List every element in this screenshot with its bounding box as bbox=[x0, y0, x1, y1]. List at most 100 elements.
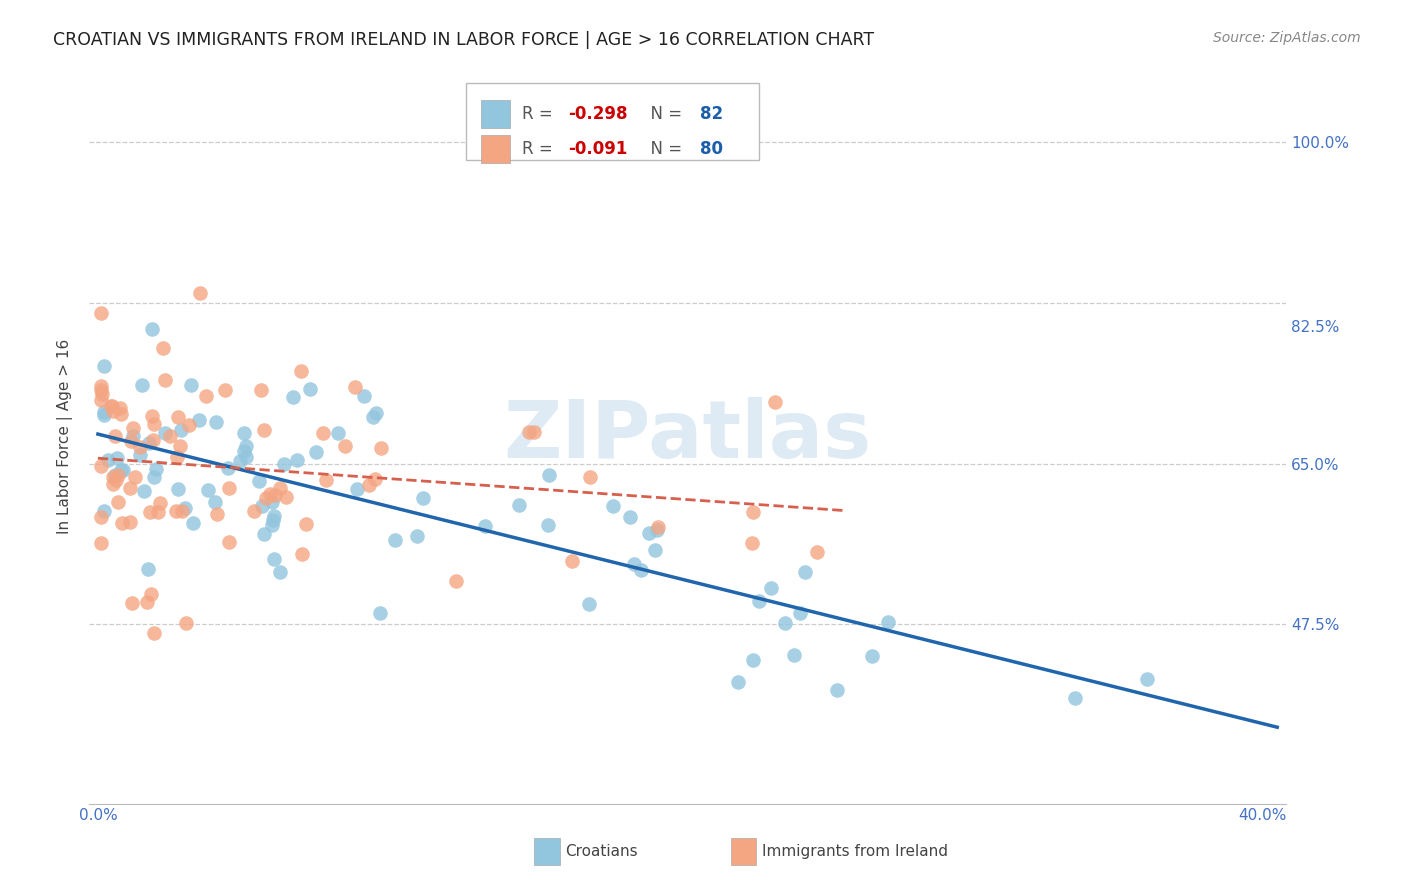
Point bbox=[281, 390, 304, 404]
Point bbox=[110, 463, 132, 477]
Point bbox=[118, 482, 141, 496]
Point bbox=[508, 498, 530, 512]
Point bbox=[105, 473, 128, 487]
Point bbox=[93, 409, 115, 423]
Text: R =: R = bbox=[523, 140, 558, 158]
Point bbox=[305, 445, 328, 459]
Point bbox=[218, 534, 240, 549]
Point bbox=[789, 606, 811, 620]
Point bbox=[645, 523, 668, 537]
Text: Croatians: Croatians bbox=[565, 845, 638, 859]
Point bbox=[121, 596, 143, 610]
Point bbox=[406, 528, 429, 542]
Point bbox=[138, 436, 160, 450]
Point bbox=[205, 415, 228, 429]
Point bbox=[153, 373, 176, 387]
Y-axis label: In Labor Force | Age > 16: In Labor Force | Age > 16 bbox=[58, 338, 73, 533]
Point bbox=[773, 615, 796, 630]
Point bbox=[262, 513, 284, 527]
Point bbox=[143, 470, 166, 484]
Point bbox=[783, 648, 806, 662]
Point bbox=[474, 519, 496, 533]
Point bbox=[97, 452, 120, 467]
Point bbox=[1063, 691, 1085, 706]
Point bbox=[644, 543, 666, 558]
Point bbox=[253, 423, 276, 437]
Bar bbox=[481, 100, 510, 128]
Point bbox=[623, 557, 645, 571]
Point bbox=[90, 535, 112, 549]
Text: 82: 82 bbox=[700, 105, 723, 123]
Point bbox=[647, 520, 669, 534]
Point bbox=[107, 468, 129, 483]
Point bbox=[181, 516, 204, 530]
Point bbox=[260, 495, 283, 509]
Point bbox=[90, 306, 112, 320]
Point bbox=[101, 399, 124, 413]
Point bbox=[128, 440, 150, 454]
Point bbox=[188, 285, 211, 300]
Point bbox=[326, 425, 349, 440]
Point bbox=[602, 499, 624, 513]
Text: 80: 80 bbox=[700, 140, 723, 158]
Point bbox=[169, 423, 191, 437]
Point bbox=[165, 504, 187, 518]
Point bbox=[370, 441, 392, 455]
Point bbox=[139, 504, 162, 518]
Point bbox=[195, 389, 218, 403]
FancyBboxPatch shape bbox=[467, 83, 759, 161]
Point bbox=[247, 474, 270, 488]
Point bbox=[180, 377, 202, 392]
Point bbox=[128, 448, 150, 462]
Point bbox=[197, 483, 219, 498]
Point bbox=[153, 426, 176, 441]
Text: Source: ZipAtlas.com: Source: ZipAtlas.com bbox=[1213, 31, 1361, 45]
Point bbox=[136, 595, 159, 609]
Point bbox=[217, 460, 239, 475]
Point bbox=[294, 517, 316, 532]
Point bbox=[263, 488, 285, 502]
Point bbox=[353, 389, 375, 403]
Point bbox=[172, 504, 194, 518]
Text: CROATIAN VS IMMIGRANTS FROM IRELAND IN LABOR FORCE | AGE > 16 CORRELATION CHART: CROATIAN VS IMMIGRANTS FROM IRELAND IN L… bbox=[53, 31, 875, 49]
Point bbox=[263, 509, 285, 524]
Point bbox=[523, 425, 546, 439]
Point bbox=[860, 648, 883, 663]
Point bbox=[250, 383, 273, 397]
Point bbox=[877, 615, 900, 630]
Bar bbox=[481, 135, 510, 163]
Point bbox=[91, 386, 114, 401]
Point bbox=[254, 491, 277, 505]
Point bbox=[579, 470, 602, 484]
Point bbox=[152, 341, 174, 355]
Point bbox=[235, 439, 257, 453]
Point bbox=[103, 477, 125, 491]
Text: N =: N = bbox=[640, 140, 688, 158]
Point bbox=[111, 463, 134, 477]
Point bbox=[110, 401, 132, 415]
Point bbox=[561, 554, 583, 568]
Point bbox=[90, 509, 112, 524]
Point bbox=[177, 417, 200, 432]
Point bbox=[166, 450, 188, 464]
Point bbox=[361, 410, 384, 425]
Point bbox=[263, 551, 285, 566]
Point bbox=[233, 443, 256, 458]
Point bbox=[578, 597, 600, 611]
Point bbox=[90, 459, 112, 474]
Point bbox=[291, 547, 314, 561]
Point bbox=[143, 625, 166, 640]
Point bbox=[149, 496, 172, 510]
Point bbox=[167, 410, 190, 425]
Point bbox=[145, 462, 167, 476]
Point bbox=[131, 377, 153, 392]
Point bbox=[218, 481, 240, 495]
Point bbox=[204, 495, 226, 509]
Point bbox=[118, 515, 141, 529]
Point bbox=[207, 507, 229, 521]
Point bbox=[111, 516, 134, 530]
Point bbox=[136, 562, 159, 576]
Point bbox=[742, 505, 765, 519]
Point bbox=[174, 616, 197, 631]
Point bbox=[794, 565, 817, 579]
